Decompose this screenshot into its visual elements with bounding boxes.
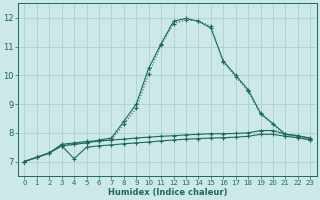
X-axis label: Humidex (Indice chaleur): Humidex (Indice chaleur) — [108, 188, 227, 197]
